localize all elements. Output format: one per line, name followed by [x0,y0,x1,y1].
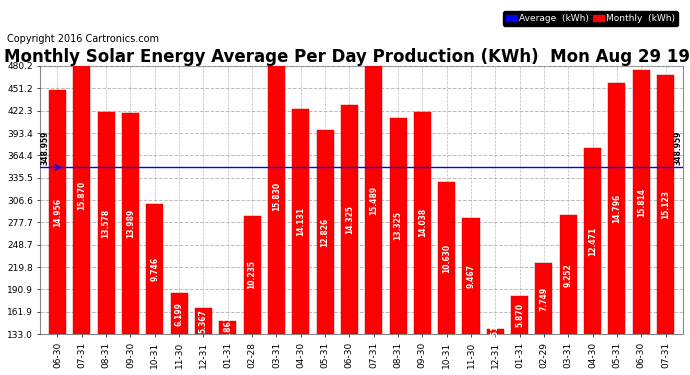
Legend: Average  (kWh), Monthly  (kWh): Average (kWh), Monthly (kWh) [503,12,678,26]
Bar [657,75,674,334]
Text: 14.038: 14.038 [418,208,427,237]
Bar [49,90,66,334]
Text: 6.199: 6.199 [175,302,184,326]
Text: 14.325: 14.325 [345,205,354,234]
Text: 7.749: 7.749 [540,286,549,311]
Text: 14.796: 14.796 [613,194,622,223]
Bar [292,110,309,334]
Text: 4.510: 4.510 [491,320,500,344]
Bar [97,112,115,334]
Bar [365,66,382,334]
Bar [170,293,188,334]
Text: Copyright 2016 Cartronics.com: Copyright 2016 Cartronics.com [7,34,159,44]
Bar [219,321,236,334]
Text: 13.989: 13.989 [126,209,135,238]
Text: 9.252: 9.252 [564,263,573,286]
Text: 15.830: 15.830 [272,182,281,210]
Bar [438,182,455,334]
Bar [462,217,480,334]
Bar [609,82,625,334]
Bar [560,215,577,334]
Text: 13.578: 13.578 [101,209,110,238]
Bar [73,57,90,334]
Bar [317,130,333,334]
Text: 9.467: 9.467 [466,264,475,288]
Text: 10.630: 10.630 [442,244,451,273]
Bar [389,118,406,334]
Bar [146,204,164,334]
Bar [584,148,601,334]
Text: 14.131: 14.131 [296,207,305,236]
Title: Monthly Solar Energy Average Per Day Production (KWh)  Mon Aug 29 19:21: Monthly Solar Energy Average Per Day Pro… [3,48,690,66]
Bar [341,105,358,334]
Bar [487,329,504,334]
Bar [268,58,285,334]
Bar [122,113,139,334]
Bar [244,216,261,334]
Text: 15.814: 15.814 [637,188,646,217]
Text: 15.489: 15.489 [369,186,378,214]
Text: 348.959: 348.959 [41,130,50,165]
Text: 348.959: 348.959 [673,130,682,165]
Text: 10.235: 10.235 [248,260,257,290]
Bar [633,70,650,334]
Text: 15.870: 15.870 [77,181,86,210]
Bar [535,263,553,334]
Text: 4.861: 4.861 [224,315,233,339]
Bar [414,112,431,334]
Text: 12.471: 12.471 [588,226,597,256]
Bar [195,308,212,334]
Text: 12.826: 12.826 [321,217,330,247]
Text: 9.746: 9.746 [150,257,159,281]
Bar [511,296,528,334]
Text: 15.123: 15.123 [661,190,670,219]
Text: 13.325: 13.325 [393,211,402,240]
Text: 5.870: 5.870 [515,303,524,327]
Text: 14.956: 14.956 [53,198,62,227]
Text: 5.367: 5.367 [199,309,208,333]
